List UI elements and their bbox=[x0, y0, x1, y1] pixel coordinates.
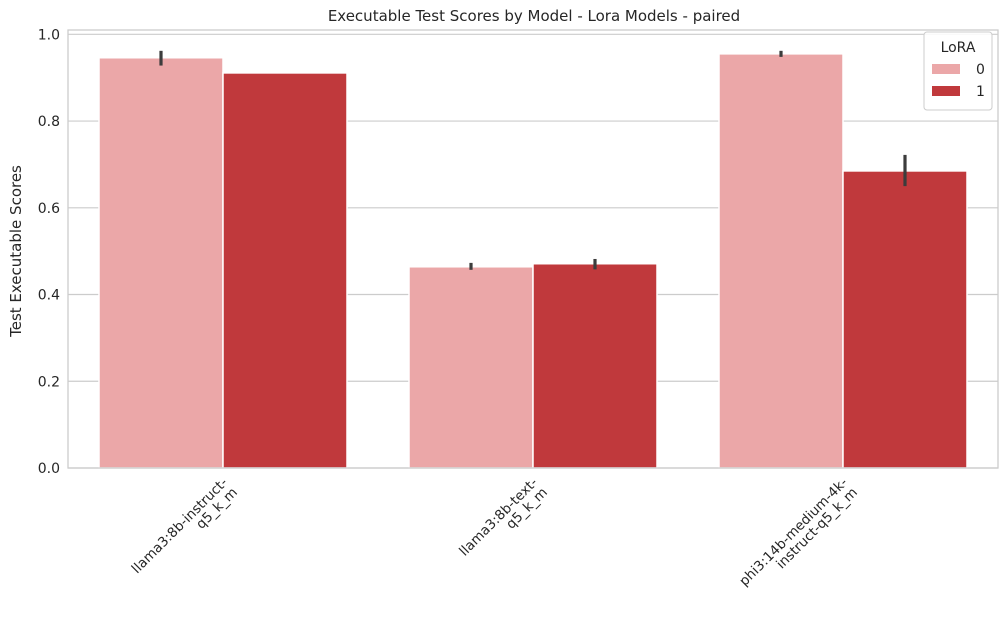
y-tick-label: 0.8 bbox=[38, 114, 60, 130]
legend-title: LoRA bbox=[941, 40, 976, 56]
legend-label: 1 bbox=[976, 84, 985, 100]
bar bbox=[222, 72, 348, 469]
legend-label: 0 bbox=[976, 62, 985, 78]
x-tick-label: llama3:8b-text-q5_k_m bbox=[456, 475, 551, 560]
y-tick-label: 1.0 bbox=[38, 27, 60, 43]
y-tick-label: 0.2 bbox=[38, 374, 60, 390]
bar bbox=[408, 266, 534, 469]
legend-swatch bbox=[932, 86, 960, 96]
legend-swatch bbox=[932, 64, 960, 74]
plot-frame bbox=[67, 29, 999, 469]
bar bbox=[842, 170, 968, 469]
x-tick-label-line: llama3:8b-instruct- bbox=[129, 475, 231, 577]
x-tick-label-line: phi3:14b-medium-4k- bbox=[736, 475, 851, 590]
bar bbox=[532, 262, 658, 469]
y-tick-label: 0.6 bbox=[38, 201, 60, 217]
y-tick-label: 0.4 bbox=[38, 288, 60, 304]
y-tick-label: 0.0 bbox=[38, 461, 60, 477]
bar bbox=[718, 53, 844, 469]
x-tick-label: phi3:14b-medium-4k-instruct-q5_k_m bbox=[736, 475, 861, 590]
chart-title: Executable Test Scores by Model - Lora M… bbox=[328, 7, 740, 25]
x-tick-label: llama3:8b-instruct-q5_k_m bbox=[129, 475, 241, 577]
y-axis-label: Test Executable Scores bbox=[7, 165, 25, 338]
bar bbox=[98, 57, 224, 469]
